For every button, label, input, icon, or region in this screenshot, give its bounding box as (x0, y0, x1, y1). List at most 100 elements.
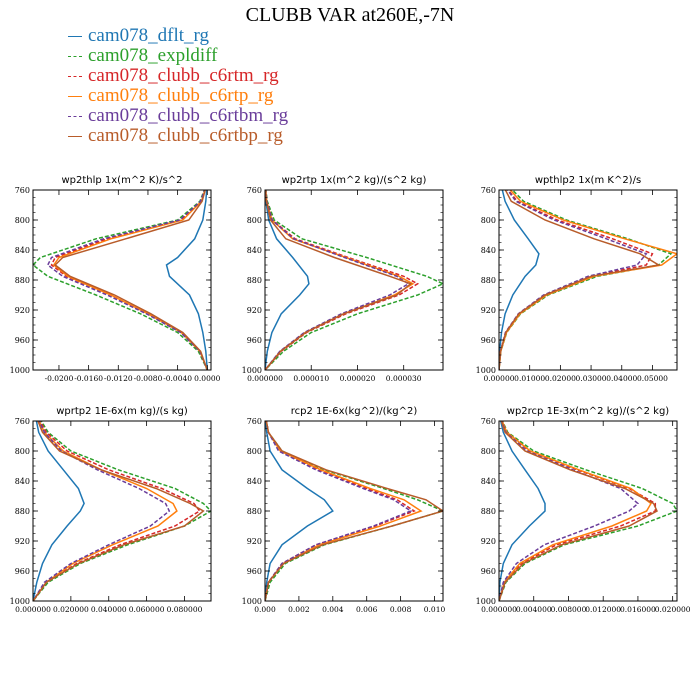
y-tick-label: 760 (15, 186, 30, 195)
legend-item: cam078_expldiff (68, 46, 288, 66)
series-line-cam078_clubb_c6rtbm_rg (265, 190, 410, 370)
x-tick-label: 0.000020 (340, 374, 376, 383)
x-tick-label: 0.008 (390, 605, 412, 614)
y-tick-label: 920 (15, 537, 30, 546)
legend-item: cam078_clubb_c6rtp_rg (68, 86, 288, 106)
series-line-cam078_clubb_c6rtp_rg (52, 190, 208, 370)
x-tick-label: 0.012000 (585, 605, 621, 614)
panel-title: rcp2 1E-6x(kg^2)/(kg^2) (291, 406, 418, 417)
legend-item: cam078_dflt_rg (68, 26, 288, 46)
y-tick-label: 880 (15, 276, 30, 285)
legend-swatch (68, 55, 82, 57)
y-tick-label: 760 (247, 417, 262, 426)
series-line-cam078_clubb_c6rtbp_rg (33, 421, 205, 601)
series-line-cam078_clubb_c6rtbp_rg (499, 421, 658, 601)
x-tick-label: 0.000010 (293, 374, 329, 383)
y-tick-label: 760 (247, 186, 262, 195)
y-tick-label: 960 (15, 336, 30, 345)
x-tick-label: 0.05000 (637, 374, 668, 383)
y-tick-label: 760 (481, 417, 496, 426)
x-tick-label: -0.0040 (163, 374, 192, 383)
y-tick-label: 1000 (10, 597, 30, 606)
series-line-cam078_dflt_rg (265, 421, 334, 601)
y-tick-label: 920 (247, 537, 262, 546)
series-line-cam078_clubb_c6rtbp_rg (265, 190, 413, 370)
y-tick-label: 800 (247, 216, 262, 225)
y-tick-label: 1000 (242, 597, 262, 606)
x-tick-label: 0.02000 (545, 374, 576, 383)
series-line-cam078_expldiff (499, 421, 677, 601)
x-tick-label: 0.04000 (606, 374, 637, 383)
series-line-cam078_clubb_c6rtm_rg (499, 421, 657, 601)
legend-swatch (68, 135, 82, 137)
series-line-cam078_clubb_c6rtm_rg (265, 421, 416, 601)
figure-title: CLUBB VAR at260E,-7N (245, 4, 455, 26)
x-tick-label: 0.004000 (516, 605, 552, 614)
series-line-cam078_clubb_c6rtp_rg (265, 421, 423, 601)
y-tick-label: 880 (481, 276, 496, 285)
x-tick-label: 0.040000 (91, 605, 127, 614)
series-line-cam078_clubb_c6rtm_rg (50, 190, 208, 370)
y-tick-label: 960 (481, 336, 496, 345)
legend-swatch (68, 115, 82, 117)
y-tick-label: 800 (15, 216, 30, 225)
x-tick-label: 0.000000 (247, 374, 283, 383)
x-tick-label: 0.020000 (655, 605, 691, 614)
series-line-cam078_dflt_rg (265, 190, 310, 370)
series-line-cam078_clubb_c6rtbp_rg (265, 421, 443, 601)
x-tick-label: -0.0080 (134, 374, 163, 383)
series-line-cam078_clubb_c6rtbp_rg (499, 190, 661, 370)
y-tick-label: 1000 (476, 366, 496, 375)
y-tick-label: 880 (247, 276, 262, 285)
x-tick-label: 0.008000 (551, 605, 587, 614)
series-line-cam078_clubb_c6rtbp_rg (54, 190, 209, 370)
y-tick-label: 920 (481, 537, 496, 546)
series-line-cam078_clubb_c6rtm_rg (499, 190, 654, 370)
x-tick-label: 0.00000 (483, 374, 514, 383)
y-tick-label: 920 (15, 306, 30, 315)
y-tick-label: 920 (481, 306, 496, 315)
chart-panel: wp2thlp 1x(m^2 K)/s^2 760 800 840 880 920 960 1… (10, 175, 221, 383)
y-tick-label: 880 (15, 507, 30, 516)
series-line-cam078_dflt_rg (33, 421, 85, 601)
panel-title: wp2rtp 1x(m^2 kg)/(s^2 kg) (282, 175, 427, 186)
x-tick-label: 0.0000 (194, 374, 220, 383)
y-tick-label: 1000 (10, 366, 30, 375)
series-line-cam078_clubb_c6rtp_rg (499, 421, 652, 601)
y-tick-label: 800 (481, 216, 496, 225)
legend-label: cam078_clubb_c6rtp_rg (88, 85, 274, 106)
series-line-cam078_clubb_c6rtbm_rg (46, 190, 208, 370)
series-line-cam078_dflt_rg (499, 190, 540, 370)
y-tick-label: 840 (247, 477, 262, 486)
legend-label: cam078_dflt_rg (88, 25, 210, 46)
legend-swatch (68, 75, 82, 77)
legend-label: cam078_clubb_c6rtm_rg (88, 65, 279, 86)
panel-title: wprtp2 1E-6x(m kg)/(s kg) (56, 406, 188, 417)
panel-title: wpthlp2 1x(m K^2)/s (535, 175, 641, 186)
y-tick-label: 840 (481, 246, 496, 255)
legend-item: cam078_clubb_c6rtbp_rg (68, 126, 288, 146)
series-line-cam078_clubb_c6rtm_rg (33, 421, 201, 601)
x-tick-label: 0.000000 (15, 605, 51, 614)
x-tick-label: 0.004 (322, 605, 344, 614)
legend-label: cam078_clubb_c6rtbp_rg (88, 125, 283, 146)
x-tick-label: -0.0200 (45, 374, 74, 383)
chart-panel: wpthlp2 1x(m K^2)/s 760 800 840 880 920 960 100… (476, 175, 678, 383)
y-tick-label: 880 (481, 507, 496, 516)
y-tick-label: 920 (247, 306, 262, 315)
y-tick-label: 760 (15, 417, 30, 426)
series-group (265, 421, 443, 601)
series-group (499, 421, 677, 601)
series-group (265, 190, 443, 370)
x-tick-label: 0.080000 (167, 605, 203, 614)
x-tick-label: 0.000000 (481, 605, 517, 614)
y-tick-label: 800 (15, 447, 30, 456)
legend-item: cam078_clubb_c6rtm_rg (68, 66, 288, 86)
y-tick-label: 840 (481, 477, 496, 486)
y-tick-label: 960 (481, 567, 496, 576)
series-line-cam078_expldiff (33, 421, 211, 601)
series-line-cam078_expldiff (33, 190, 208, 370)
series-group (33, 190, 209, 370)
x-tick-label: 0.03000 (576, 374, 607, 383)
panel-title: wp2thlp 1x(m^2 K)/s^2 (61, 175, 182, 186)
